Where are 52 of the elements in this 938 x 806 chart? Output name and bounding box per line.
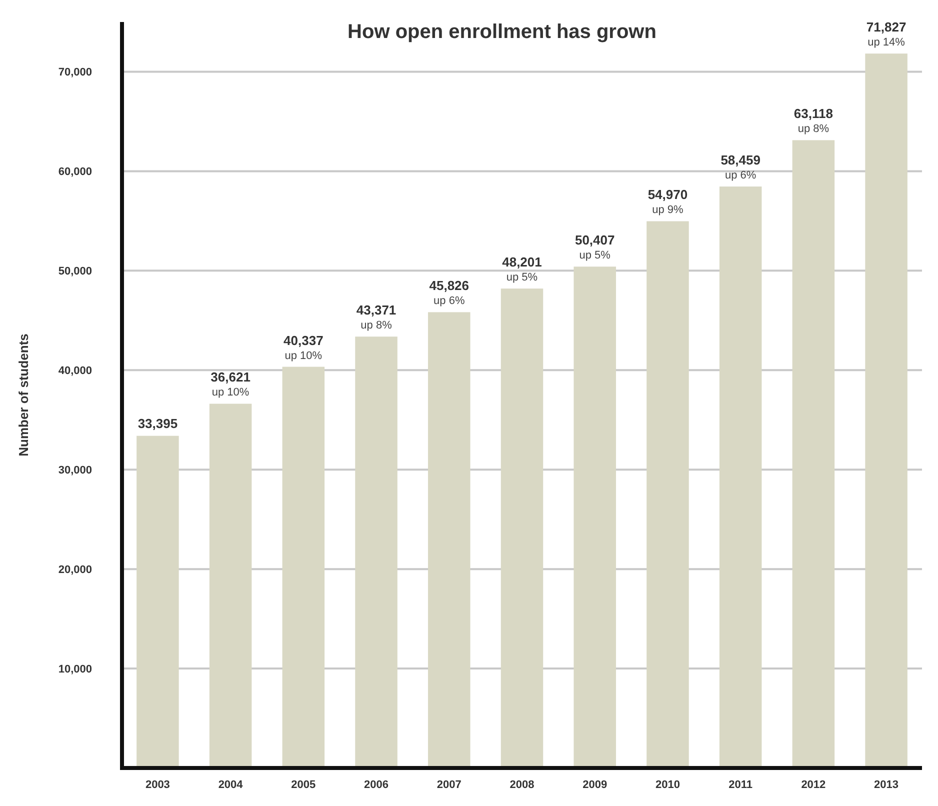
y-tick-label: 50,000 — [58, 266, 92, 278]
chart-title: How open enrollment has grown — [348, 21, 656, 43]
data-label: 54,970 — [648, 187, 688, 202]
bar — [209, 404, 252, 768]
y-tick-label: 60,000 — [58, 166, 92, 178]
annotation: up 10% — [212, 386, 250, 399]
bar — [646, 221, 689, 768]
x-tick-label: 2011 — [728, 779, 753, 791]
bar — [792, 140, 835, 768]
data-label: 43,371 — [356, 302, 396, 318]
y-tick-label: 40,000 — [58, 364, 92, 377]
annotation: up 5% — [506, 272, 538, 284]
data-label: 48,201 — [502, 254, 542, 270]
bar — [282, 366, 325, 768]
annotation: up 5% — [579, 250, 611, 262]
y-tick-label: 10,000 — [58, 663, 92, 676]
x-tick-label: 2013 — [874, 779, 899, 791]
y-tick-label: 20,000 — [58, 564, 92, 576]
y-axis-title: Number of students — [16, 334, 31, 456]
annotation: up 9% — [652, 204, 684, 216]
data-label: 63,118 — [794, 106, 833, 122]
data-label: 71,827 — [866, 20, 906, 35]
data-label: 45,826 — [429, 278, 470, 294]
x-tick-label: 2006 — [364, 779, 389, 791]
bar — [428, 312, 470, 768]
data-label: 33,395 — [138, 416, 178, 431]
annotation: up 8% — [798, 123, 830, 136]
y-tick-label: 70,000 — [58, 66, 92, 79]
annotation: up 10% — [284, 350, 322, 362]
x-tick-label: 2005 — [291, 779, 316, 791]
bar — [865, 54, 908, 768]
bar — [719, 186, 762, 768]
annotation: up 14% — [868, 36, 906, 49]
annotation: up 8% — [360, 320, 392, 332]
annotation: up 6% — [724, 170, 756, 182]
x-tick-label: 2004 — [218, 779, 244, 791]
bar — [136, 436, 179, 768]
bar — [500, 288, 544, 768]
x-tick-label: 2012 — [801, 779, 826, 791]
data-label: 36,621 — [210, 370, 250, 385]
x-tick-label: 2008 — [510, 779, 534, 791]
data-label: 40,337 — [284, 332, 324, 348]
bar — [355, 336, 398, 768]
x-tick-label: 2003 — [145, 779, 170, 791]
data-label: 50,407 — [574, 232, 615, 248]
data-label: 58,459 — [720, 152, 760, 168]
y-tick-label: 30,000 — [58, 464, 92, 476]
x-tick-label: 2009 — [582, 779, 608, 791]
x-tick-label: 2010 — [655, 779, 680, 791]
x-tick-label: 2007 — [436, 779, 462, 791]
bar — [574, 266, 616, 768]
annotation: up 6% — [434, 295, 465, 308]
